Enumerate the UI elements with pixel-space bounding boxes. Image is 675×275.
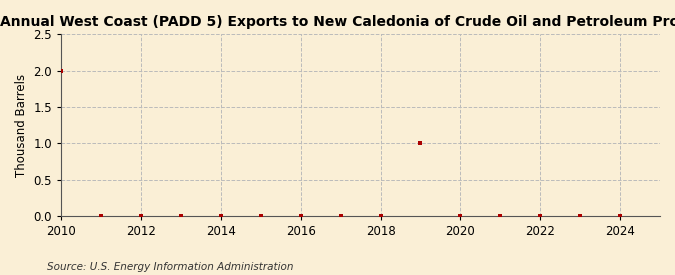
Point — [136, 214, 146, 218]
Point — [415, 141, 426, 145]
Point — [455, 214, 466, 218]
Point — [335, 214, 346, 218]
Text: Source: U.S. Energy Information Administration: Source: U.S. Energy Information Administ… — [47, 262, 294, 272]
Point — [535, 214, 545, 218]
Y-axis label: Thousand Barrels: Thousand Barrels — [15, 74, 28, 177]
Point — [176, 214, 186, 218]
Title: Annual West Coast (PADD 5) Exports to New Caledonia of Crude Oil and Petroleum P: Annual West Coast (PADD 5) Exports to Ne… — [0, 15, 675, 29]
Point — [96, 214, 107, 218]
Point — [255, 214, 266, 218]
Point — [56, 68, 67, 73]
Point — [615, 214, 626, 218]
Point — [296, 214, 306, 218]
Point — [215, 214, 226, 218]
Point — [495, 214, 506, 218]
Point — [574, 214, 585, 218]
Point — [375, 214, 386, 218]
